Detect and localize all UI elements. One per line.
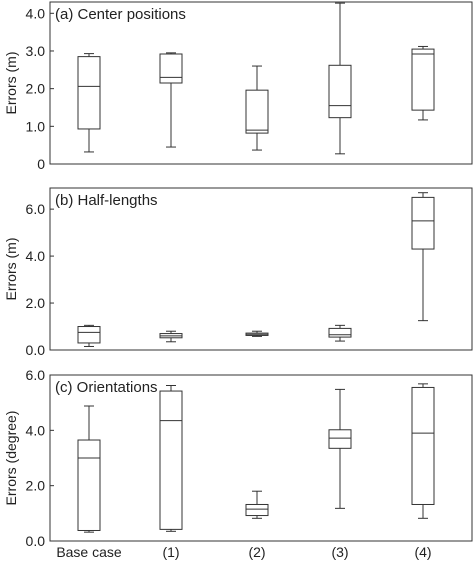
iqr-box: [77, 439, 101, 531]
panel-c-box-3: [328, 388, 352, 509]
panel-a-frame: [49, 1, 473, 165]
panel-c-title: (c) Orientations: [55, 379, 158, 396]
panel-b-ylabel: Errors (m): [3, 238, 19, 301]
iqr-box: [328, 429, 352, 449]
x-category-label: Base case: [56, 544, 122, 560]
panel-b-box-3: [328, 324, 352, 342]
x-category-label: (4): [414, 544, 431, 560]
panel-a-ytick-label: 1.0: [26, 118, 46, 134]
panel-c-frame: [49, 374, 473, 542]
panel-a-box-3: [328, 2, 352, 155]
x-category-label: (1): [162, 544, 179, 560]
iqr-box: [328, 327, 352, 338]
panel-a-box-0: [77, 53, 101, 153]
x-category-label: (2): [248, 544, 265, 560]
panel-a-ytick-label: 3.0: [26, 43, 46, 59]
iqr-box: [328, 64, 352, 119]
iqr-box: [159, 390, 183, 530]
iqr-box: [77, 326, 101, 344]
panel-a-ytick-label: 2.0: [26, 81, 46, 97]
panel-b-ytick-label: 4.0: [26, 248, 46, 264]
panel-b-box-2: [245, 330, 269, 337]
x-category-label: (3): [331, 544, 348, 560]
panel-c: 0.0 2.0 4.0 6.0 Errors (degree) (c) Orientati…: [3, 367, 473, 560]
panel-b-ytick-label: 2.0: [26, 295, 46, 311]
panel-a-ytick-label: 4.0: [26, 5, 46, 21]
panel-b-box-4: [411, 192, 435, 322]
panel-a-ytick-label: 0: [37, 156, 45, 172]
iqr-box: [411, 48, 435, 111]
panel-c-ytick-label: 4.0: [26, 422, 46, 438]
panel-b-frame: [49, 187, 473, 351]
panel-c-box-2: [245, 490, 269, 519]
panel-a-ylabel: Errors (m): [3, 52, 19, 115]
panel-c-ylabel: Errors (degree): [3, 411, 19, 506]
panel-a-title: (a) Center positions: [55, 6, 186, 23]
panel-a-box-4: [411, 45, 435, 121]
panel-b-box-0: [77, 324, 101, 347]
iqr-box: [245, 503, 269, 517]
panel-b-ytick-label: 0.0: [26, 342, 46, 358]
iqr-box: [159, 53, 183, 84]
panel-a-box-1: [159, 52, 183, 148]
iqr-box: [411, 386, 435, 505]
panel-c-box-1: [159, 385, 183, 532]
panel-c-box-0: [77, 405, 101, 533]
panel-c-ytick-label: 2.0: [26, 478, 46, 494]
panel-c-ytick-label: 0.0: [26, 533, 46, 549]
iqr-box: [245, 89, 269, 134]
panel-b: 0.0 2.0 4.0 6.0 Errors (m) (b) Half-lengths: [3, 187, 473, 358]
iqr-box: [77, 56, 101, 130]
panel-c-ytick-label: 6.0: [26, 367, 46, 383]
panel-a: 0 1.0 2.0 3.0 4.0 Errors (m) (a) Center positi…: [3, 1, 473, 172]
panel-b-title: (b) Half-lengths: [55, 192, 158, 209]
iqr-box: [411, 196, 435, 250]
panel-b-box-1: [159, 330, 183, 343]
panel-b-ytick-label: 6.0: [26, 201, 46, 217]
panel-c-box-4: [411, 383, 435, 519]
panel-a-box-2: [245, 65, 269, 151]
